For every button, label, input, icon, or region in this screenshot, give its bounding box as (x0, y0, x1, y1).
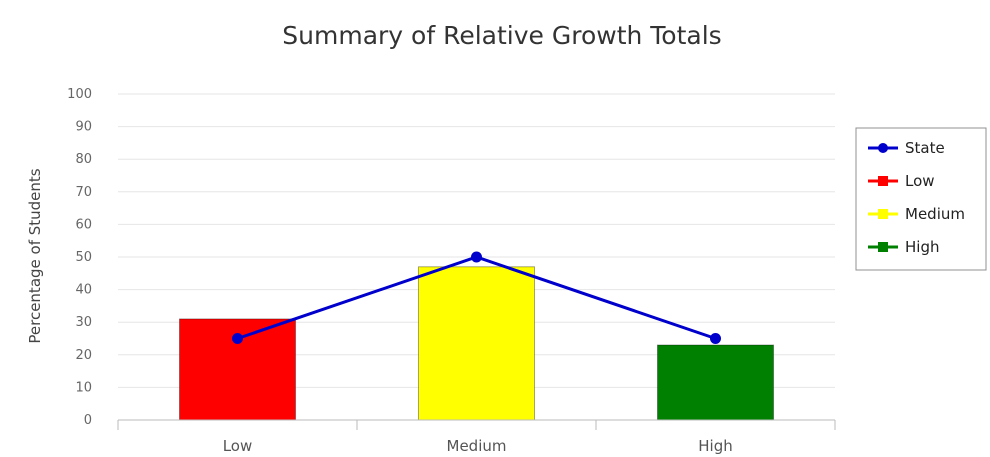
y-tick-label: 60 (75, 217, 92, 232)
legend-marker (878, 242, 888, 252)
legend-item-low[interactable]: Low (868, 172, 935, 190)
legend-item-high[interactable]: High (868, 238, 939, 256)
y-tick-label: 10 (75, 380, 92, 395)
legend-label: Medium (905, 205, 965, 223)
x-axis (117, 419, 836, 430)
x-tick-label: Medium (447, 437, 507, 455)
state-point[interactable] (471, 251, 482, 263)
y-axis-ticks: 0 10 20 30 40 50 60 70 80 90 100 (67, 87, 92, 428)
y-tick-label: 70 (75, 185, 92, 200)
y-tick-label: 0 (84, 413, 92, 428)
x-axis-ticks: Low Medium High (223, 437, 733, 455)
legend[interactable]: State Low Medium High (855, 127, 987, 271)
legend-label: Low (905, 172, 935, 190)
y-tick-label: 100 (67, 87, 92, 102)
x-tick-label: Low (223, 437, 253, 455)
legend-marker (878, 209, 888, 219)
bar-high[interactable] (657, 344, 774, 421)
bar-medium[interactable] (418, 266, 535, 421)
legend-label: State (905, 139, 945, 157)
y-axis-label: Percentage of Students (26, 168, 44, 343)
state-line-series (232, 251, 721, 344)
y-tick-label: 30 (75, 315, 92, 330)
y-tick-label: 20 (75, 348, 92, 363)
legend-item-medium[interactable]: Medium (868, 205, 965, 223)
y-tick-label: 40 (75, 283, 92, 298)
y-tick-label: 90 (75, 120, 92, 135)
x-tick-label: High (698, 437, 732, 455)
y-tick-label: 50 (75, 250, 92, 265)
legend-item-state[interactable]: State (868, 139, 945, 157)
state-point[interactable] (232, 333, 243, 344)
y-tick-label: 80 (75, 152, 92, 167)
legend-label: High (905, 238, 939, 256)
legend-marker (878, 176, 888, 186)
legend-marker (878, 143, 888, 153)
chart-title: Summary of Relative Growth Totals (282, 21, 721, 50)
state-point[interactable] (710, 333, 721, 344)
